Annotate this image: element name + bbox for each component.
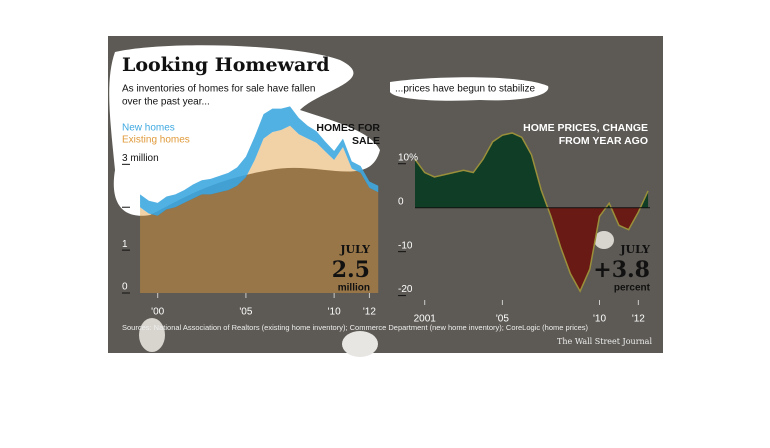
y-tick-label: 3 million (122, 153, 159, 164)
y-tick-label: 0 (398, 196, 404, 207)
annotation-month: JULY (619, 243, 650, 256)
area (140, 125, 379, 293)
annotation-month: JULY (339, 243, 370, 256)
highlight-blob (342, 331, 378, 357)
x-tick-label: '00 (151, 307, 164, 318)
y-tick-label: 0 (122, 282, 128, 293)
highlight-blob (109, 45, 380, 216)
highlight-blob (594, 231, 614, 249)
highlight-blob (139, 318, 165, 352)
panel-label: HOMES FOR (316, 122, 380, 134)
y-tick-label: -10 (398, 240, 413, 251)
y-tick-label: 2 (122, 196, 128, 207)
annotation-unit: million (338, 283, 370, 294)
annotation-unit: percent (614, 283, 651, 294)
subtitle: As inventories of homes for sale have fa… (122, 84, 315, 95)
source: Sources: National Association of Realtor… (122, 323, 589, 332)
legend-entry: Existing homes (122, 135, 190, 146)
panel-label: FROM YEAR AGO (559, 135, 648, 147)
y-tick-label: 1 (122, 239, 128, 250)
x-tick-label: '05 (496, 314, 509, 325)
subtitle: ...prices have begun to stabilize (395, 84, 536, 95)
highlight-blob (390, 77, 549, 101)
area-negative (547, 207, 641, 292)
area (140, 106, 379, 216)
x-tick-label: '05 (239, 307, 252, 318)
panel-label: HOME PRICES, CHANGE (523, 122, 648, 134)
annotation-value: 2.5 (332, 257, 370, 283)
x-tick-label: '12 (363, 307, 376, 318)
credit: The Wall Street Journal (557, 337, 652, 346)
panel-label: SALE (352, 135, 380, 147)
annotation-value: +3.8 (593, 257, 650, 283)
y-tick-label: 10% (398, 152, 418, 163)
y-tick-label: -20 (398, 284, 413, 295)
legend-entry: New homes (122, 123, 175, 134)
x-tick-label: '10 (328, 307, 341, 318)
x-tick-label: '12 (632, 314, 645, 325)
chart-title: Looking Homeward (122, 54, 330, 76)
area-positive (415, 132, 649, 208)
subtitle: over the past year... (122, 97, 210, 108)
x-tick-label: 2001 (414, 314, 437, 325)
area-outline (414, 132, 649, 293)
x-tick-label: '10 (593, 314, 606, 325)
